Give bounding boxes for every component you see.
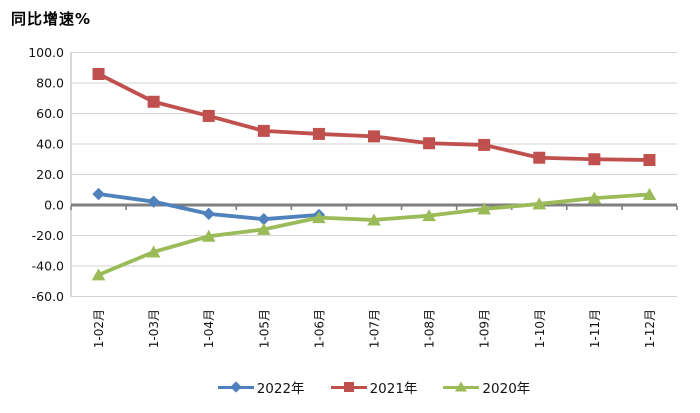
x-tick-label: 1-12月 — [643, 309, 657, 348]
legend: 2022年 2021年 2020年 — [71, 377, 677, 397]
data-point-square-2021 — [368, 130, 380, 143]
y-tick-label: -40.0 — [32, 259, 64, 274]
data-point-triangle-2020 — [642, 187, 657, 200]
legend-square-icon — [330, 381, 367, 394]
data-point-square-2021 — [533, 151, 546, 164]
legend-item-2021: 2021年 — [330, 377, 418, 397]
data-point-triangle-2020 — [422, 209, 436, 222]
diamond-marker-icon — [230, 381, 242, 393]
legend-diamond-icon — [217, 381, 254, 394]
y-tick-label: 80.0 — [36, 76, 64, 91]
data-point-square-2021 — [588, 153, 601, 166]
legend-label-2020: 2020年 — [482, 381, 531, 397]
data-point-triangle-2020 — [477, 202, 491, 215]
x-tick-label: 1-07月 — [368, 309, 382, 348]
legend-item-2022: 2022年 — [217, 377, 305, 397]
data-point-diamond-2022 — [257, 212, 271, 226]
data-point-diamond-2022 — [92, 187, 105, 201]
x-tick-label: 1-06月 — [312, 309, 326, 348]
triangle-marker-icon — [455, 381, 468, 392]
x-tick-label: 1-02月 — [92, 309, 106, 348]
data-point-square-2021 — [147, 95, 160, 108]
data-point-triangle-2020 — [367, 213, 381, 226]
x-tick-label: 1-03月 — [147, 309, 161, 348]
x-tick-label: 1-04月 — [202, 309, 216, 348]
data-point-square-2021 — [423, 137, 436, 150]
y-tick-label: -20.0 — [32, 228, 64, 243]
legend-triangle-icon — [443, 381, 480, 394]
x-tick-label: 1-10月 — [533, 309, 547, 348]
x-tick-label: 1-09月 — [478, 309, 492, 348]
data-point-diamond-2022 — [147, 195, 160, 208]
square-marker-icon — [343, 382, 354, 392]
y-tick-label: 100.0 — [28, 45, 64, 60]
y-tick-label: 40.0 — [36, 137, 64, 152]
x-tick-label: 1-11月 — [588, 309, 602, 348]
data-point-square-2021 — [312, 127, 325, 140]
data-point-triangle-2020 — [146, 245, 161, 258]
data-point-square-2021 — [478, 138, 491, 151]
y-tick-label: 20.0 — [36, 167, 64, 182]
data-point-square-2021 — [202, 109, 215, 122]
data-point-triangle-2020 — [532, 197, 547, 210]
x-tick-label: 1-05月 — [257, 309, 271, 348]
legend-label-2021: 2021年 — [369, 381, 418, 397]
series-line-2021 — [96, 72, 652, 162]
x-tick-label: 1-08月 — [423, 309, 437, 348]
data-point-diamond-2022 — [202, 207, 215, 221]
data-point-triangle-2020 — [587, 191, 602, 204]
data-point-triangle-2020 — [312, 211, 326, 224]
data-point-square-2021 — [257, 124, 270, 137]
y-tick-label: -60.0 — [32, 289, 64, 304]
data-point-triangle-2020 — [201, 229, 216, 242]
legend-item-2020: 2020年 — [443, 377, 530, 397]
chart-title: 同比增速% — [11, 10, 92, 28]
y-tick-label: 60.0 — [36, 106, 64, 121]
data-point-square-2021 — [92, 68, 105, 81]
y-tick-label: 0.0 — [44, 198, 64, 213]
legend-label-2022: 2022年 — [256, 381, 305, 397]
data-point-square-2021 — [643, 154, 656, 167]
data-point-triangle-2020 — [257, 222, 271, 235]
data-point-triangle-2020 — [91, 268, 106, 281]
